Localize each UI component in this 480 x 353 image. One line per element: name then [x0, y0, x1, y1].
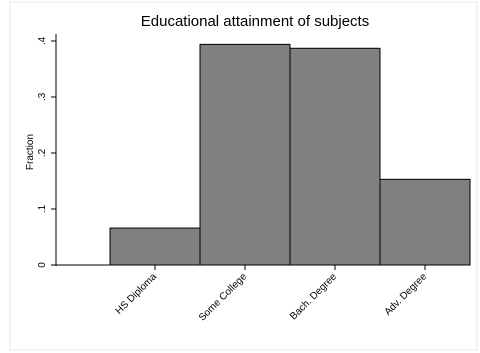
x-tick-label: HS Diploma — [114, 271, 160, 317]
y-tick-label: .3 — [37, 92, 48, 101]
y-tick-label: .1 — [37, 204, 48, 213]
y-tick-label: 0 — [37, 262, 48, 268]
bar — [379, 178, 471, 266]
y-tick-label: .4 — [37, 36, 48, 45]
y-axis-label: Fraction — [25, 134, 36, 170]
y-tick-label: .2 — [37, 148, 48, 157]
x-tick-label: Bach. Degree — [288, 271, 339, 322]
x-tick-label: Adv. Degree — [383, 271, 430, 318]
x-tick-label: Some College — [197, 271, 250, 324]
bar — [109, 227, 201, 266]
plot-area: 0 .1 .2 .3 .4 HS Diploma Some College Bach. Deg… — [37, 34, 471, 324]
bar — [199, 43, 291, 266]
chart-frame — [9, 1, 478, 351]
bar — [289, 47, 381, 266]
chart-title: Educational attainment of subjects — [141, 13, 369, 30]
